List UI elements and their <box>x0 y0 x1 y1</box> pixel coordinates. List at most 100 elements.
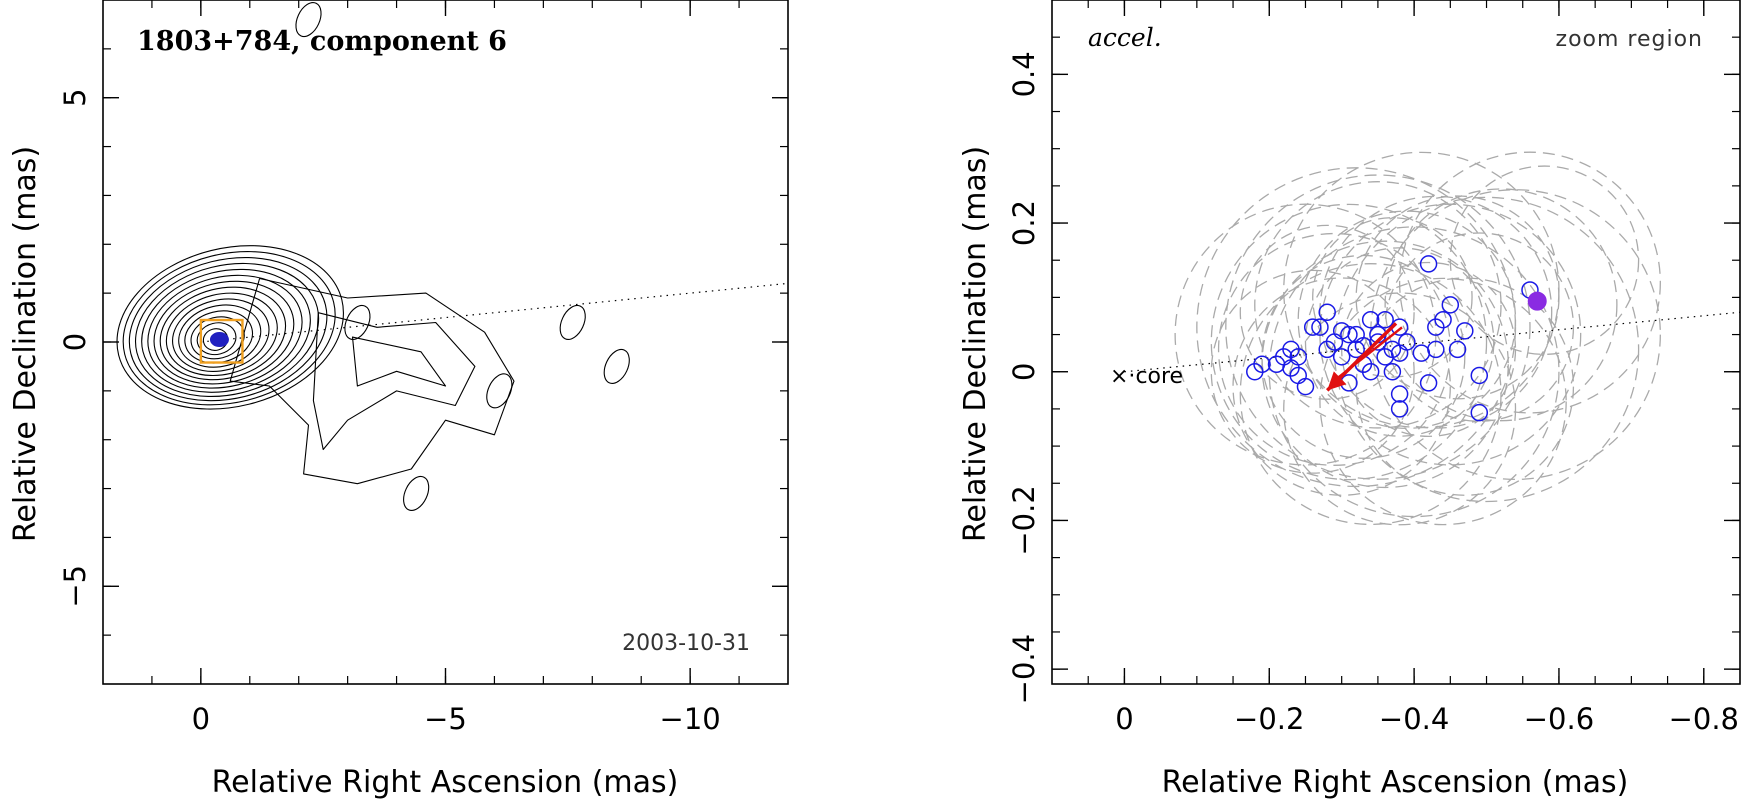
position-point <box>1419 255 1438 273</box>
accel-tag: accel. <box>1088 23 1162 52</box>
x-tick-label: −0.4 <box>1379 702 1449 736</box>
contour-level <box>159 286 287 381</box>
x-tick-label: −0.6 <box>1524 702 1594 736</box>
contour-level <box>153 280 295 385</box>
uncertainty-circle <box>1283 292 1517 526</box>
position-point <box>1383 362 1402 381</box>
x-tick-label: −5 <box>424 702 467 736</box>
jet-contour <box>229 277 515 485</box>
contour-level <box>122 251 336 406</box>
y-tick-label: 0 <box>58 333 92 351</box>
knot-contour <box>486 373 513 409</box>
contour-level <box>165 292 278 377</box>
contour-level <box>196 322 237 356</box>
ridge-line <box>200 282 789 343</box>
position-point <box>1369 333 1387 351</box>
uncertainty-circle <box>1261 240 1509 489</box>
position-point <box>1398 333 1416 351</box>
uncertainty-circle <box>1312 217 1473 378</box>
left-x-axis-title: Relative Right Ascension (mas) <box>212 765 679 800</box>
acceleration-arrowhead <box>1327 371 1347 391</box>
knot-contour <box>295 2 322 38</box>
knot-contour <box>403 475 430 511</box>
y-tick-label: 0 <box>1007 363 1041 381</box>
right-x-axis-title: Relative Right Ascension (mas) <box>1162 765 1629 800</box>
acceleration-arrow-secondary <box>1336 326 1403 380</box>
jet-contour <box>351 336 447 387</box>
position-point <box>1332 348 1351 366</box>
y-tick-label: −0.4 <box>1007 634 1041 704</box>
uncertainty-circle <box>1239 224 1415 400</box>
position-point <box>1347 325 1365 344</box>
position-point <box>1311 318 1329 336</box>
left-y-axis-title: Relative Declination (mas) <box>8 146 43 542</box>
x-tick-label: −0.2 <box>1234 702 1304 736</box>
position-point <box>1390 400 1409 418</box>
position-point <box>1419 374 1438 392</box>
uncertainty-circle <box>1384 232 1575 422</box>
uncertainty-circle <box>1210 203 1488 481</box>
uncertainty-circle <box>1196 167 1517 488</box>
position-points <box>1246 255 1539 422</box>
contour-map <box>116 2 630 511</box>
position-point <box>1253 355 1271 374</box>
right-y-axis-title: Relative Declination (mas) <box>958 146 993 542</box>
uncertainty-circle <box>1210 269 1415 474</box>
position-point <box>1303 318 1322 336</box>
uncertainty-circle <box>1232 277 1451 496</box>
knot-contour <box>603 348 630 384</box>
position-point <box>1470 366 1489 385</box>
jet-contour <box>312 312 476 451</box>
x-tick-label: 0 <box>192 702 210 736</box>
position-point <box>1434 310 1452 329</box>
left-panel-title: 1803+784, component 6 <box>137 26 507 57</box>
y-tick-label: 0.4 <box>1007 51 1041 97</box>
uncertainty-circle <box>1319 195 1553 429</box>
y-tick-label: −5 <box>58 565 92 608</box>
left-panel: 0 −5 −10 −5 0 5 1803+784, component 6 2003-10… <box>8 0 789 800</box>
plot-frame <box>1051 0 1741 685</box>
right-panel: 0 −0.2 −0.4 −0.6 −0.8−0.4−0.200.20.4 ×·core … <box>958 0 1741 800</box>
contour-level <box>147 274 303 389</box>
position-point <box>1427 340 1445 359</box>
uncertainty-circle <box>1268 226 1560 518</box>
uncertainty-circle <box>1254 181 1502 429</box>
position-point <box>1340 325 1358 344</box>
contour-level <box>116 245 344 410</box>
position-point <box>1441 296 1460 314</box>
y-tick-label: 5 <box>58 88 92 106</box>
x-tick-label: −0.8 <box>1669 702 1739 736</box>
x-tick-label: 0 <box>1115 702 1133 736</box>
contour-level <box>141 268 311 393</box>
contour-level <box>190 316 245 360</box>
uncertainty-circles <box>1174 151 1661 526</box>
uncertainty-circle <box>1283 151 1560 429</box>
position-point <box>1412 344 1431 362</box>
component-marker <box>209 332 229 348</box>
x-tick-label: −10 <box>660 702 721 736</box>
position-point <box>1448 340 1467 359</box>
uncertainty-circle <box>1449 165 1640 356</box>
core-marker-label: ×·core <box>1110 364 1183 389</box>
uncertainty-circle <box>1225 174 1531 480</box>
contour-level <box>178 304 262 368</box>
uncertainty-circle <box>1319 277 1567 526</box>
knot-contour <box>344 304 371 340</box>
position-point <box>1318 303 1336 322</box>
position-point <box>1296 377 1315 396</box>
position-point <box>1361 310 1380 329</box>
zoom-region-label: zoom region <box>1556 27 1703 52</box>
contour-level <box>171 298 270 372</box>
uncertainty-circle <box>1370 189 1661 481</box>
zoom-box <box>199 318 244 364</box>
position-point <box>1289 348 1307 366</box>
reference-position-dot <box>1527 291 1547 311</box>
contour-level <box>128 256 328 402</box>
position-point <box>1456 322 1474 340</box>
position-point <box>1390 385 1409 403</box>
position-point <box>1361 362 1380 381</box>
uncertainty-circle <box>1355 277 1575 496</box>
uncertainty-circle <box>1384 188 1618 422</box>
uncertainty-circle <box>1217 232 1451 466</box>
